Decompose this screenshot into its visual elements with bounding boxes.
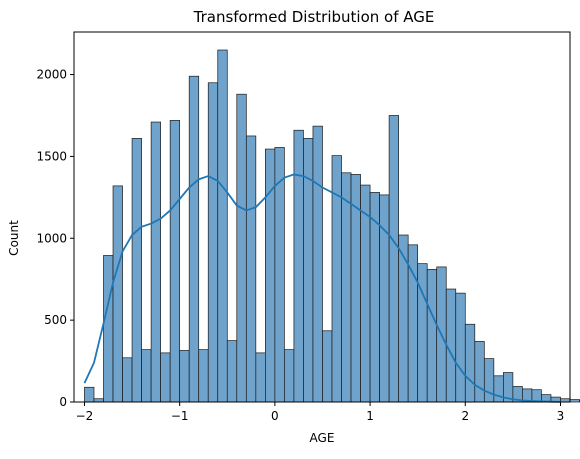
histogram-bar [484,359,494,402]
y-axis-label: Count [7,220,21,256]
histogram-bar [237,94,247,402]
x-tick-label: 2 [461,409,469,423]
histogram-bar [104,255,114,402]
histogram-bar [313,126,323,402]
x-tick-label: 1 [366,409,374,423]
y-tick-label: 500 [44,313,67,327]
x-tick-label: 3 [557,409,565,423]
y-axis-ticks: 0 500 1000 1500 2000 [36,68,74,409]
histogram-bar [465,324,475,402]
histogram-bar [84,387,94,402]
histogram-bar [142,350,152,402]
histogram-bar [123,358,133,402]
histogram-bar [475,341,485,402]
x-axis-label: AGE [310,431,335,445]
histogram-bar [284,350,294,402]
histogram-bar [113,186,123,402]
histogram-bar [361,185,371,402]
y-tick-label: 2000 [36,68,67,82]
y-tick-label: 0 [59,395,67,409]
x-tick-label: −2 [76,409,94,423]
histogram-bar [389,115,399,402]
y-tick-label: 1000 [36,231,67,245]
histogram-bar [199,350,209,402]
x-axis-ticks: −2 −1 0 1 2 3 [76,402,565,423]
histogram-bar [218,50,228,402]
histogram-bar [208,83,218,402]
histogram-bar [151,122,161,402]
histogram-bar [227,341,237,402]
histogram-bar [322,331,332,402]
x-tick-label: 0 [271,409,279,423]
histogram-bar [189,76,199,402]
histogram-bar [494,376,504,402]
histogram-bar [294,130,304,402]
y-tick-label: 1500 [36,149,67,163]
histogram-bar [342,173,352,402]
x-tick-label: −1 [171,409,189,423]
histogram-bar [246,136,256,402]
histogram-bar [399,235,409,402]
histogram-bar [132,138,142,402]
histogram-bar [180,350,190,402]
histogram-bar [170,120,180,402]
histogram-bar [427,269,437,402]
histogram-bar [570,400,580,402]
histogram-bars [84,50,580,402]
histogram-bar [161,353,171,402]
histogram-bar [532,390,542,402]
chart-title: Transformed Distribution of AGE [193,8,435,26]
histogram-bar [256,353,266,402]
histogram-bar [456,293,466,402]
